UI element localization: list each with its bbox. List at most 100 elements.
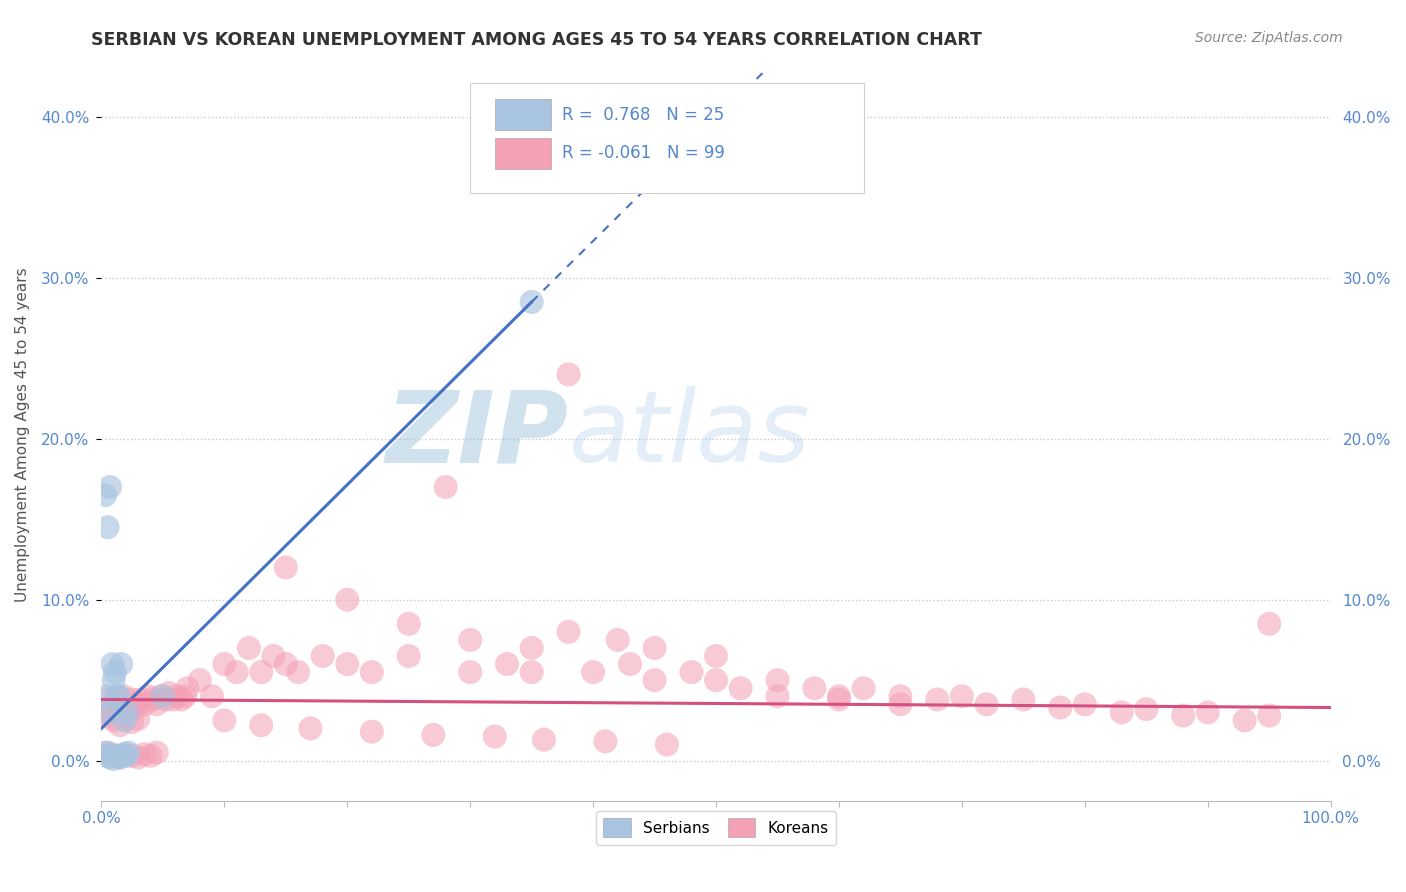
Point: [115, 706, 138, 720]
Point: [250, 718, 273, 732]
Point: [108, 750, 131, 764]
Point: [828, 690, 851, 704]
Point: [115, 748, 138, 763]
Point: [125, 700, 148, 714]
Point: [108, 718, 131, 732]
Point: [100, 706, 122, 720]
Point: [174, 690, 197, 704]
Point: [496, 657, 519, 671]
Point: [557, 368, 579, 382]
Point: [595, 734, 617, 748]
Point: [1258, 708, 1281, 723]
Point: [644, 640, 666, 655]
Point: [96, 690, 118, 704]
Point: [434, 480, 457, 494]
Point: [170, 692, 193, 706]
FancyBboxPatch shape: [495, 138, 551, 169]
Point: [889, 698, 911, 712]
Point: [336, 657, 359, 671]
Point: [97, 708, 120, 723]
Point: [274, 560, 297, 574]
Point: [1135, 702, 1157, 716]
Point: [105, 690, 128, 704]
Point: [1012, 692, 1035, 706]
Point: [108, 750, 131, 764]
Point: [1233, 714, 1256, 728]
Text: SERBIAN VS KOREAN UNEMPLOYMENT AMONG AGES 45 TO 54 YEARS CORRELATION CHART: SERBIAN VS KOREAN UNEMPLOYMENT AMONG AGE…: [91, 31, 983, 49]
Point: [681, 665, 703, 679]
Point: [484, 730, 506, 744]
Point: [533, 732, 555, 747]
Point: [105, 690, 128, 704]
Point: [127, 750, 149, 764]
Point: [520, 640, 543, 655]
Point: [619, 657, 641, 671]
Point: [520, 294, 543, 309]
Point: [766, 690, 789, 704]
Point: [644, 673, 666, 688]
Point: [458, 665, 481, 679]
Point: [188, 673, 211, 688]
Point: [730, 681, 752, 696]
Point: [121, 692, 143, 706]
FancyBboxPatch shape: [470, 83, 863, 193]
Point: [97, 706, 120, 720]
Point: [976, 698, 998, 712]
Point: [139, 748, 162, 763]
Point: [101, 657, 124, 671]
Point: [557, 624, 579, 639]
Point: [97, 748, 120, 763]
Point: [97, 692, 120, 706]
Point: [94, 746, 117, 760]
Point: [704, 673, 727, 688]
Point: [98, 480, 121, 494]
Point: [108, 698, 131, 712]
Point: [1173, 708, 1195, 723]
Point: [214, 714, 236, 728]
Point: [103, 714, 125, 728]
Point: [157, 686, 180, 700]
Point: [1111, 706, 1133, 720]
Point: [127, 712, 149, 726]
Point: [129, 692, 152, 706]
Point: [1074, 698, 1097, 712]
Point: [100, 747, 122, 762]
Point: [803, 681, 825, 696]
Point: [103, 752, 125, 766]
Point: [263, 648, 285, 663]
Point: [136, 690, 159, 704]
Point: [112, 690, 135, 704]
Point: [176, 681, 198, 696]
Point: [238, 640, 260, 655]
Point: [214, 657, 236, 671]
Point: [274, 657, 297, 671]
Text: atlas: atlas: [568, 386, 810, 483]
Point: [852, 681, 875, 696]
Point: [97, 746, 120, 760]
Point: [121, 714, 143, 729]
Point: [520, 665, 543, 679]
Point: [582, 665, 605, 679]
Point: [149, 690, 172, 704]
Point: [606, 632, 628, 647]
FancyBboxPatch shape: [495, 99, 551, 130]
Point: [287, 665, 309, 679]
Point: [422, 728, 444, 742]
Point: [927, 692, 949, 706]
Point: [152, 690, 174, 704]
Point: [398, 616, 420, 631]
Point: [889, 690, 911, 704]
Point: [360, 724, 382, 739]
Text: R = -0.061   N = 99: R = -0.061 N = 99: [562, 145, 725, 162]
Point: [98, 750, 121, 764]
Point: [299, 722, 322, 736]
Point: [166, 690, 188, 704]
Point: [107, 690, 129, 704]
Point: [94, 488, 117, 502]
Point: [117, 702, 139, 716]
Point: [398, 648, 420, 663]
Point: [828, 692, 851, 706]
Point: [766, 673, 789, 688]
Point: [134, 747, 156, 762]
Point: [112, 747, 135, 762]
